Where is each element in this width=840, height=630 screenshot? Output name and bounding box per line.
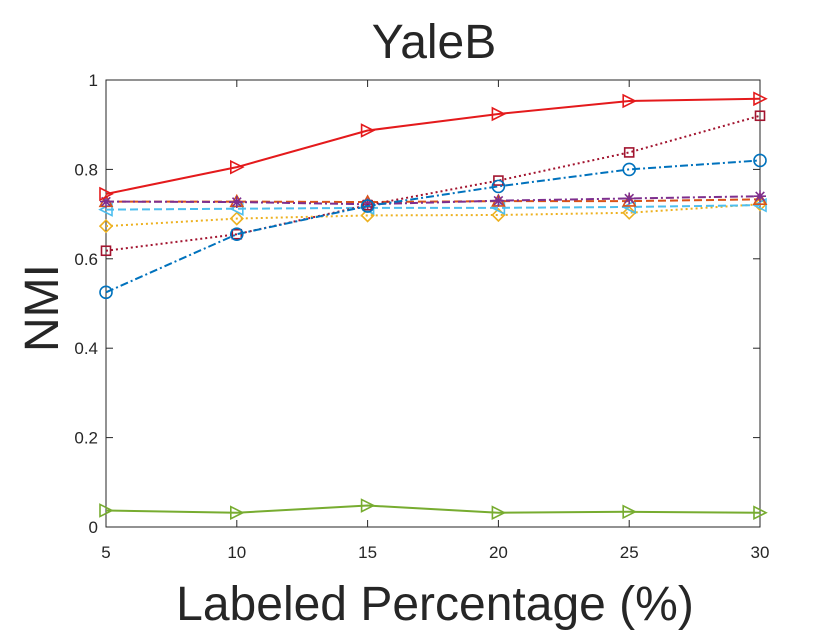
- series-7-marker: [230, 227, 244, 242]
- series-1-marker: [360, 498, 376, 513]
- x-tick-label: 10: [227, 543, 246, 562]
- series-1-marker: [99, 503, 114, 518]
- series-1-marker: [491, 505, 507, 520]
- series-7-marker: [491, 179, 506, 194]
- series-6-marker: [100, 245, 112, 257]
- y-tick-label: 0.4: [74, 339, 98, 358]
- series-6-marker: [623, 147, 635, 158]
- series-line-7: [105, 159, 761, 294]
- series-8-marker: [360, 123, 376, 138]
- series-5-marker: [100, 195, 112, 208]
- y-axis-label: NMI: [16, 264, 69, 352]
- x-tick-label: 20: [489, 543, 508, 562]
- series-1-marker: [622, 504, 637, 520]
- series-6-marker: [754, 110, 766, 122]
- series-2-marker: [622, 205, 637, 220]
- y-tick-label: 0: [89, 518, 98, 537]
- y-tick-label: 0.2: [74, 429, 98, 448]
- series-8-marker: [230, 159, 245, 175]
- x-tick-label: 5: [101, 543, 110, 562]
- series-8-marker: [99, 186, 114, 202]
- plot-area: 5 10 15 20 25 30 0 0.2 0.4 0.6 0.8 1: [74, 71, 769, 562]
- series-5-marker: [754, 190, 766, 203]
- y-tick-label: 1: [89, 71, 98, 90]
- series-line-8: [105, 97, 761, 195]
- series-5-marker: [230, 196, 243, 209]
- x-tick-label: 15: [358, 543, 377, 562]
- series-line-2: [105, 203, 761, 228]
- series-1-marker: [753, 505, 768, 520]
- y-tick-label: 0.8: [74, 160, 98, 179]
- series-7-marker: [753, 153, 767, 168]
- series-7-marker: [360, 199, 375, 213]
- series-7-marker: [99, 285, 113, 300]
- series-5-marker: [492, 194, 505, 207]
- series-line-6: [105, 114, 761, 252]
- series-5-marker: [623, 192, 636, 205]
- series-7-marker: [622, 162, 637, 177]
- x-axis-label: Labeled Percentage (%): [176, 578, 694, 630]
- series-2-marker: [229, 211, 244, 226]
- series-6-marker: [493, 175, 504, 186]
- series-2-marker: [752, 197, 768, 212]
- series-1-marker: [230, 505, 245, 520]
- series-line-5: [105, 195, 761, 206]
- series-8-marker: [622, 93, 637, 109]
- series-line-1: [105, 504, 761, 514]
- series-8-marker: [491, 106, 507, 122]
- series-8-marker: [753, 91, 768, 107]
- y-tick-label: 0.6: [74, 250, 98, 269]
- axes-box: [105, 79, 761, 528]
- series-line-3: [105, 204, 761, 211]
- x-tick-label: 30: [751, 543, 770, 562]
- x-tick-label: 25: [620, 543, 639, 562]
- chart-title: YaleB: [372, 16, 497, 69]
- series-2-marker: [98, 219, 114, 234]
